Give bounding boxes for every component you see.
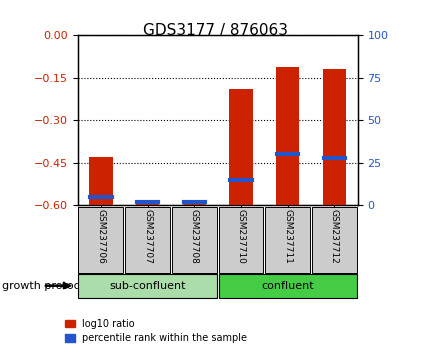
Text: GSM237708: GSM237708	[189, 209, 198, 264]
Bar	[89, 157, 112, 205]
Bar	[275, 67, 299, 205]
Text: GSM237712: GSM237712	[329, 209, 338, 264]
Text: GSM237706: GSM237706	[96, 209, 105, 264]
Text: sub-confluent: sub-confluent	[109, 281, 185, 291]
Text: growth protocol: growth protocol	[2, 281, 89, 291]
Bar	[229, 89, 252, 205]
Text: GSM237711: GSM237711	[283, 209, 292, 264]
Text: confluent: confluent	[261, 281, 313, 291]
Text: GSM237707: GSM237707	[143, 209, 152, 264]
Text: GSM237710: GSM237710	[236, 209, 245, 264]
Legend: log10 ratio, percentile rank within the sample: log10 ratio, percentile rank within the …	[61, 315, 251, 347]
Text: GDS3177 / 876063: GDS3177 / 876063	[143, 23, 287, 38]
Bar	[182, 204, 206, 205]
Bar	[322, 69, 345, 205]
Bar	[135, 204, 159, 205]
